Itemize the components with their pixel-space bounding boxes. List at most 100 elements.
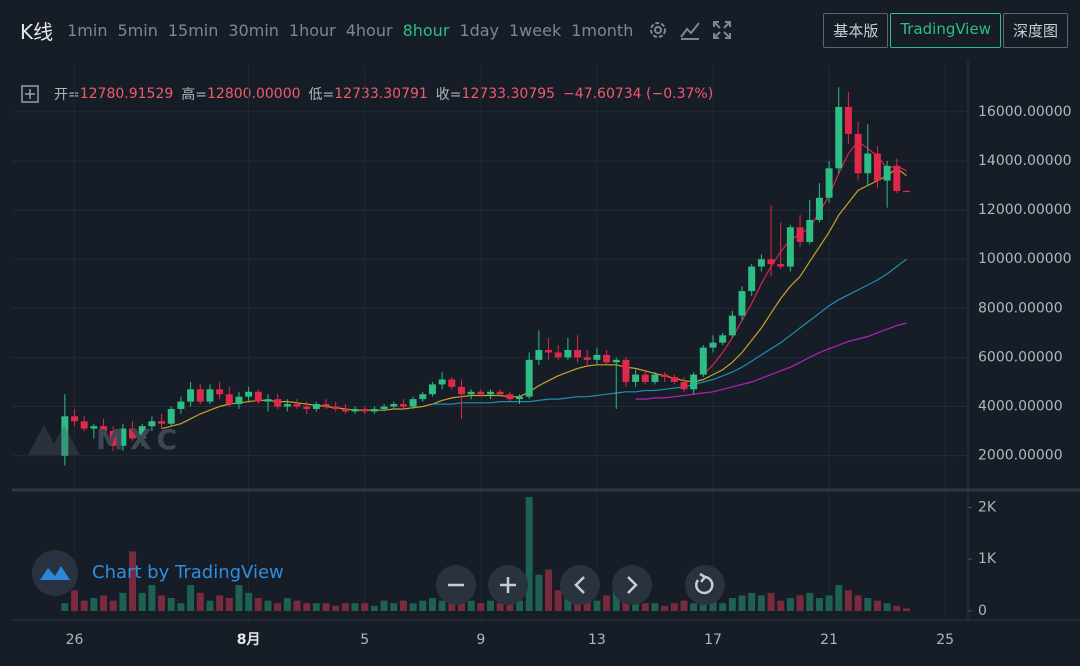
candle-body — [419, 394, 427, 400]
candle-body — [554, 352, 562, 358]
candle-body — [428, 384, 436, 395]
candle-body — [80, 421, 88, 429]
volume-tick-label: 0 — [978, 603, 987, 619]
candle-body — [158, 421, 166, 424]
candle-body — [651, 374, 659, 382]
volume-bar — [90, 598, 98, 611]
candle-body — [777, 264, 785, 267]
candle-body — [312, 404, 320, 409]
candle-body — [61, 416, 69, 456]
candle-body — [322, 404, 330, 407]
volume-bar — [380, 600, 388, 611]
attribution[interactable]: Chart by TradingView — [92, 562, 284, 583]
volume-bar — [641, 603, 649, 611]
y-tick-label: 14000.00000 — [978, 153, 1072, 169]
interval-option[interactable]: 4hour — [345, 20, 393, 40]
tv-logo-mark — [40, 566, 70, 580]
interval-option[interactable]: 8hour — [402, 20, 450, 40]
candle-body — [632, 374, 640, 382]
indicator-icon[interactable] — [679, 19, 701, 41]
candle-body — [119, 428, 127, 446]
ohlc-label: 开= — [54, 87, 80, 103]
y-tick-label: 4000.00000 — [978, 399, 1063, 415]
volume-bar — [109, 600, 117, 611]
volume-bar — [806, 592, 814, 611]
tv-logo[interactable] — [32, 550, 78, 596]
volume-bar — [409, 603, 417, 611]
volume-bar — [312, 603, 320, 611]
candle-body — [709, 342, 717, 348]
volume-bar — [390, 603, 398, 611]
interval-option[interactable]: 5min — [117, 20, 158, 40]
volume-bar — [293, 600, 301, 611]
volume-bar — [419, 600, 427, 611]
view-button[interactable]: 深度图 — [1002, 13, 1068, 48]
candle-body — [457, 386, 465, 395]
view-button[interactable]: TradingView — [890, 13, 1001, 48]
fullscreen-icon[interactable] — [711, 19, 733, 41]
reset-button[interactable] — [685, 565, 725, 605]
candle-body — [612, 359, 620, 363]
candle-body — [187, 389, 195, 402]
volume-bar — [777, 600, 785, 611]
interval-option[interactable]: 1day — [459, 20, 499, 40]
volume-bar — [786, 598, 794, 611]
volume-bar — [496, 603, 504, 611]
candle-body — [438, 379, 446, 385]
ohlc-value: 12800.00000 — [207, 86, 301, 102]
settings-icon[interactable] — [647, 19, 669, 41]
x-tick-label: 13 — [588, 632, 606, 648]
candle-body — [351, 408, 359, 412]
toolbar: K线 1min 5min 15min 30min 1hour 4hour 8hour 1day… — [0, 0, 1080, 60]
expand-icon[interactable] — [20, 84, 40, 104]
volume-bar — [757, 595, 765, 611]
interval-option[interactable]: 15min — [167, 20, 219, 40]
interval-option[interactable]: 1min — [67, 20, 108, 40]
volume-bar — [748, 592, 756, 611]
candle-body — [361, 408, 369, 412]
x-tick-label: 17 — [704, 632, 722, 648]
volume-bar — [709, 600, 717, 611]
volume-bar — [467, 600, 475, 611]
scroll-left-button[interactable] — [560, 565, 600, 605]
candle-body — [109, 431, 117, 446]
candle-body — [622, 359, 630, 382]
volume-bar — [864, 598, 872, 611]
ohlc-label: 收= — [435, 87, 462, 103]
volume-bar — [825, 595, 833, 611]
candle-body — [100, 426, 108, 432]
candle-body — [583, 357, 591, 360]
y-tick-label: 16000.00000 — [978, 104, 1072, 120]
candle-body — [748, 266, 756, 292]
interval-option[interactable]: 30min — [228, 20, 279, 40]
volume-bar — [516, 600, 523, 611]
candle-body — [177, 401, 185, 409]
volume-bar — [129, 551, 137, 611]
candle-body — [757, 259, 765, 267]
ohlc-label: 高= — [181, 87, 207, 103]
candle-body — [293, 404, 301, 407]
candle-body — [506, 394, 514, 400]
volume-bar — [603, 595, 611, 611]
volume-bar — [883, 603, 891, 611]
volume-bar — [332, 605, 340, 611]
volume-bar — [661, 605, 669, 611]
volume-bar — [196, 592, 204, 611]
candle-body — [71, 416, 78, 422]
candle-body — [399, 404, 407, 407]
interval-option[interactable]: 1hour — [288, 20, 336, 40]
volume-bar — [351, 603, 359, 611]
volume-bar — [525, 497, 533, 611]
volume-bar — [274, 603, 282, 611]
volume-bar — [119, 592, 127, 611]
tool-icons — [647, 19, 733, 41]
volume-bar — [632, 600, 640, 611]
interval-option[interactable]: 1week — [509, 20, 562, 40]
interval-option[interactable]: 1month — [571, 20, 634, 40]
volume-bar — [796, 595, 804, 611]
y-tick-label: 6000.00000 — [978, 349, 1063, 365]
view-button[interactable]: 基本版 — [823, 13, 889, 48]
candle-body — [883, 165, 891, 181]
scroll-right-button[interactable] — [612, 565, 652, 605]
